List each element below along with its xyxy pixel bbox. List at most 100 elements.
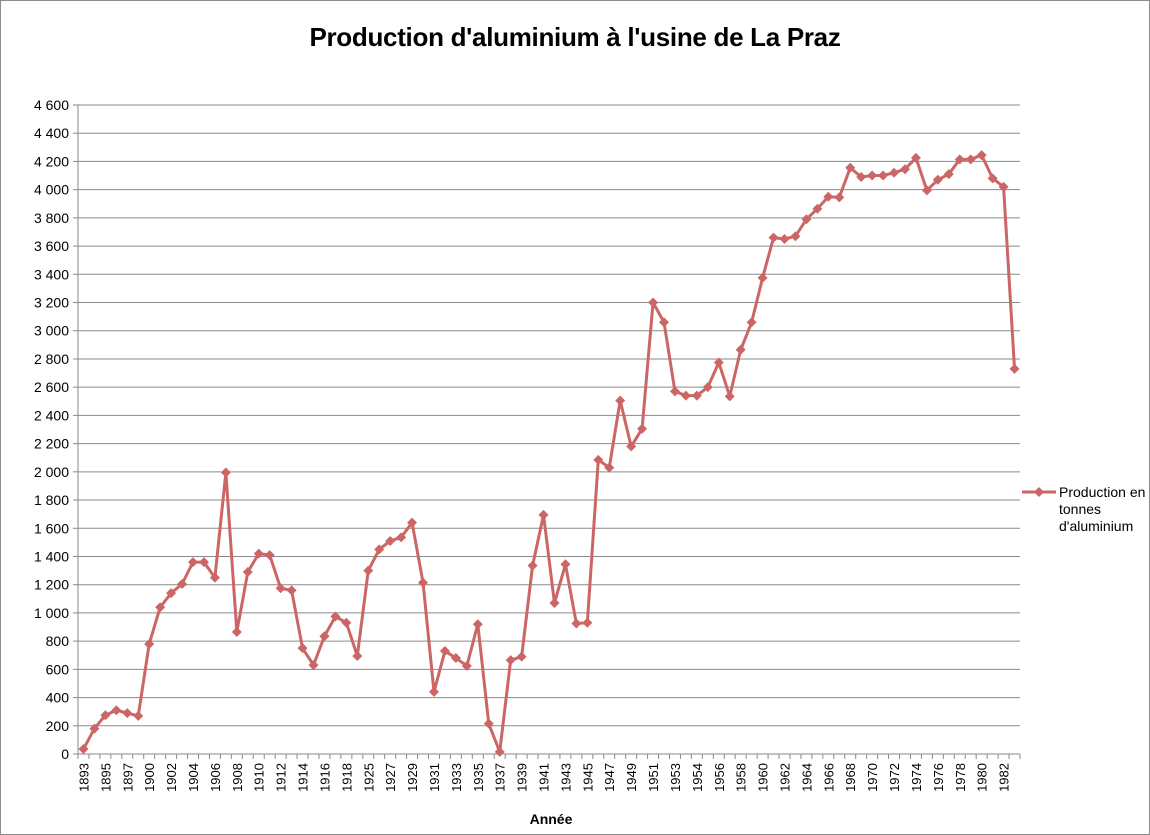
data-point — [297, 643, 308, 654]
data-point — [527, 560, 538, 571]
data-point — [198, 557, 209, 568]
x-tick-label: 1974 — [909, 763, 924, 792]
y-tick-label: 400 — [46, 690, 70, 706]
data-point — [549, 598, 560, 609]
data-point — [691, 390, 702, 401]
x-tick-label: 1982 — [997, 763, 1012, 792]
data-point — [637, 423, 648, 434]
x-tick-label: 1949 — [624, 763, 639, 792]
x-tick-label: 1893 — [76, 763, 91, 792]
data-point — [538, 509, 549, 520]
x-tick-label: 1912 — [274, 763, 289, 792]
data-point — [910, 152, 921, 163]
y-tick-label: 3 800 — [34, 210, 69, 226]
x-tick-label: 1966 — [821, 763, 836, 792]
data-point — [724, 391, 735, 402]
y-tick-label: 2 600 — [34, 379, 69, 395]
data-point — [188, 557, 199, 568]
data-point — [823, 191, 834, 202]
data-point — [790, 231, 801, 242]
data-point — [582, 617, 593, 628]
x-tick-label: 1908 — [230, 763, 245, 792]
data-point — [100, 710, 111, 721]
x-tick-label: 1897 — [120, 763, 135, 792]
series-group — [78, 150, 1020, 757]
data-point — [899, 164, 910, 175]
y-tick-label: 1 800 — [34, 492, 69, 508]
x-tick-label: 1978 — [953, 763, 968, 792]
x-tick-label: 1954 — [690, 763, 705, 792]
data-point — [867, 170, 878, 181]
data-point — [472, 619, 483, 630]
data-point — [341, 617, 352, 628]
data-point — [275, 583, 286, 594]
data-point — [253, 548, 264, 559]
x-tick-label: 1914 — [296, 763, 311, 792]
x-tick-label: 1925 — [361, 763, 376, 792]
data-point — [396, 532, 407, 543]
y-tick-label: 1 400 — [34, 548, 69, 564]
x-tick-label: 1916 — [317, 763, 332, 792]
data-point — [889, 167, 900, 178]
x-tick-label: 1941 — [537, 763, 552, 792]
data-point — [505, 655, 516, 666]
data-point — [560, 559, 571, 570]
data-point — [330, 611, 341, 622]
legend-marker — [1022, 487, 1056, 497]
x-tick-label: 1929 — [405, 763, 420, 792]
data-point — [702, 382, 713, 393]
data-point — [242, 566, 253, 577]
y-tick-label: 200 — [46, 718, 70, 734]
data-point — [385, 535, 396, 546]
x-tick-label: 1931 — [427, 763, 442, 792]
y-axis-ticks: 0 200 400 600 800 1 000 1 200 1 400 1 600 1 800 2 … — [34, 97, 78, 762]
data-point — [943, 169, 954, 180]
data-point — [122, 708, 133, 719]
x-axis-ticks: 1893 1895 1897 1900 1902 1904 1906 1908 1910 1912… — [76, 754, 1021, 792]
data-point — [418, 577, 429, 588]
data-point — [319, 631, 330, 642]
gridlines — [78, 104, 1020, 727]
x-tick-label: 1958 — [734, 763, 749, 792]
data-point — [845, 162, 856, 173]
x-tick-label: 1895 — [98, 763, 113, 792]
data-point — [450, 653, 461, 664]
data-point — [680, 390, 691, 401]
y-tick-label: 0 — [61, 746, 69, 762]
x-tick-label: 1900 — [142, 763, 157, 792]
x-tick-label: 1970 — [865, 763, 880, 792]
data-point — [856, 171, 867, 182]
data-point — [932, 174, 943, 185]
y-tick-label: 2 400 — [34, 407, 69, 423]
data-point — [494, 746, 505, 757]
series-line — [82, 153, 1017, 754]
data-point — [998, 181, 1009, 192]
x-tick-label: 1906 — [208, 763, 223, 792]
y-tick-label: 4 200 — [34, 153, 69, 169]
data-point — [921, 185, 932, 196]
x-tick-label: 1953 — [668, 763, 683, 792]
y-tick-label: 1 000 — [34, 605, 69, 621]
data-point — [965, 154, 976, 165]
data-point — [746, 317, 757, 328]
data-point — [220, 467, 231, 478]
data-point — [954, 154, 965, 165]
data-point — [834, 192, 845, 203]
data-point — [801, 214, 812, 225]
data-point — [976, 150, 987, 161]
x-tick-label: 1918 — [339, 763, 354, 792]
y-tick-label: 3 200 — [34, 295, 69, 311]
data-point — [713, 357, 724, 368]
y-tick-label: 1 600 — [34, 520, 69, 536]
data-point — [461, 660, 472, 671]
data-point — [735, 344, 746, 355]
x-axis-label: Année — [530, 811, 573, 827]
x-tick-label: 1904 — [186, 763, 201, 792]
x-tick-label: 1943 — [558, 763, 573, 792]
data-point — [166, 588, 177, 599]
data-point — [659, 317, 670, 328]
data-point — [374, 544, 385, 555]
data-point — [78, 744, 89, 755]
data-point — [615, 395, 626, 406]
